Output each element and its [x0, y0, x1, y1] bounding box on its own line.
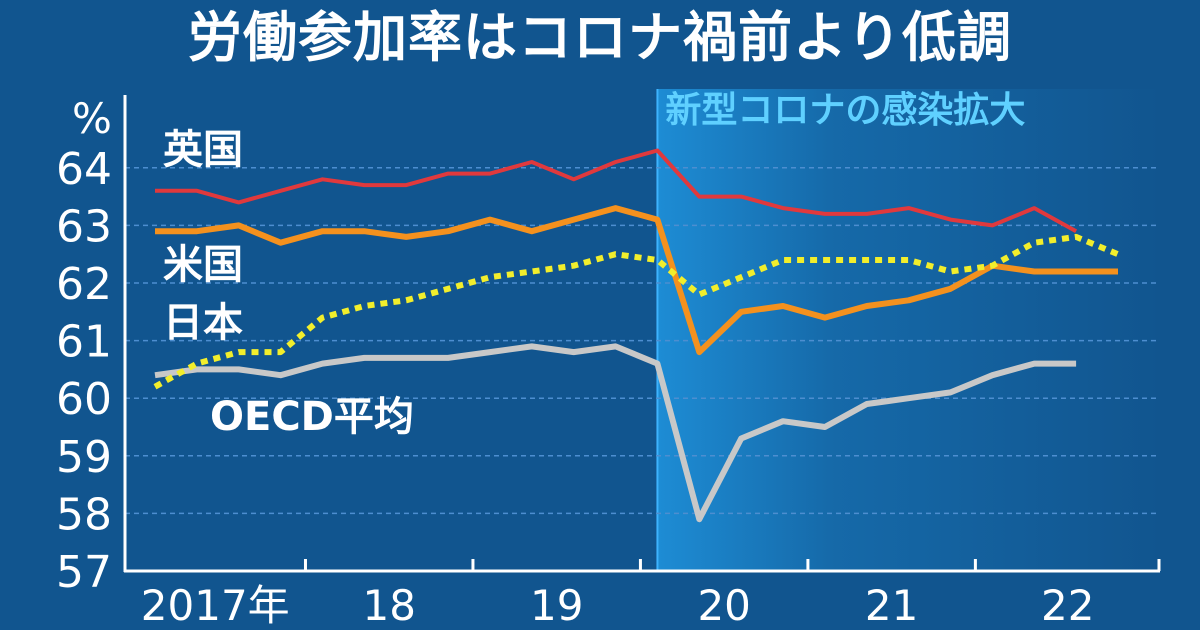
series-label-us: 米国 [163, 242, 243, 288]
series-line-uk [155, 148, 1078, 233]
series-line-oecd [154, 343, 1077, 523]
y-axis-unit: % [72, 94, 112, 143]
x-tick-label: 2017年 [141, 581, 290, 630]
highlight-label: 新型コロナの感染拡大 [665, 90, 1025, 131]
x-tick-label: 18 [362, 581, 415, 630]
y-tick-label: 57 [56, 547, 112, 598]
y-tick-label: 59 [56, 432, 112, 483]
y-tick-label: 61 [56, 317, 112, 368]
y-tick-label: 63 [56, 201, 112, 252]
series-line-japan [153, 233, 1120, 390]
x-tick-label: 21 [865, 581, 918, 630]
y-tick-label: 58 [56, 489, 112, 540]
y-tick-label: 64 [56, 144, 112, 195]
series-line-us [155, 205, 1118, 356]
chart-title: 労働参加率はコロナ禍前より低調 [188, 6, 1012, 69]
series-label-japan: 日本 [163, 300, 243, 346]
y-tick-label: 62 [56, 259, 112, 310]
covid-highlight-band [657, 89, 1160, 571]
x-tick-label: 19 [530, 581, 583, 630]
x-tick-label: 22 [1041, 581, 1094, 630]
series-label-oecd: OECD平均 [210, 394, 414, 440]
y-tick-label: 60 [56, 374, 112, 425]
x-tick-label: 20 [697, 581, 750, 630]
series-label-uk: 英国 [163, 127, 243, 173]
